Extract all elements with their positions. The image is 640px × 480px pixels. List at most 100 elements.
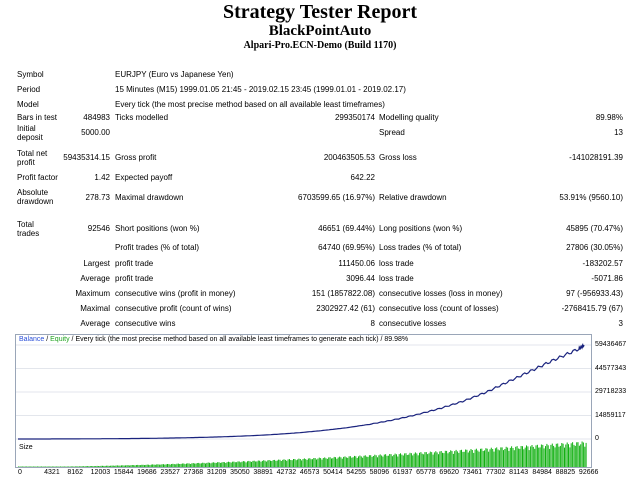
size-bar xyxy=(368,455,370,467)
size-bar xyxy=(58,466,60,467)
size-bar xyxy=(60,466,61,467)
size-bar xyxy=(410,453,412,467)
size-bar xyxy=(478,451,480,467)
size-bar xyxy=(406,455,408,467)
x-tick-label: 88825 xyxy=(555,469,576,476)
size-bar xyxy=(154,464,156,467)
size-label: Size xyxy=(19,444,33,451)
size-bar xyxy=(367,456,369,467)
size-bar xyxy=(191,463,193,467)
size-bar xyxy=(538,447,540,467)
size-bar xyxy=(46,466,48,467)
size-bar xyxy=(438,454,439,467)
size-bar xyxy=(108,465,110,467)
size-bar xyxy=(165,464,167,467)
avg-losses-label: consecutive losses xyxy=(379,319,447,328)
size-bar xyxy=(409,452,411,467)
size-bar xyxy=(439,451,441,467)
size-bar xyxy=(131,465,133,467)
size-bar xyxy=(65,466,67,467)
size-bar xyxy=(161,464,163,467)
size-bar xyxy=(482,451,484,467)
size-bar xyxy=(503,450,504,467)
legend-sep: / xyxy=(44,336,51,343)
size-bar xyxy=(198,462,200,467)
size-bar xyxy=(378,455,380,467)
x-tick-label: 31209 xyxy=(206,469,227,476)
size-bar xyxy=(135,465,137,467)
size-bar xyxy=(551,443,553,467)
size-bar xyxy=(225,463,227,467)
size-bar xyxy=(370,455,372,467)
size-bar xyxy=(103,465,105,467)
size-bar xyxy=(329,457,331,467)
size-bar xyxy=(372,456,374,467)
size-bar xyxy=(236,462,238,467)
size-bar xyxy=(47,466,49,467)
spread-value: 13 xyxy=(614,128,623,137)
size-bar xyxy=(446,450,448,467)
size-bar xyxy=(471,450,473,467)
largest-label: Largest xyxy=(83,259,110,268)
size-bar xyxy=(473,452,475,467)
largest-profit-label: profit trade xyxy=(115,259,154,268)
size-bar xyxy=(92,466,94,467)
avg-profit-label: profit trade xyxy=(115,274,154,283)
grossloss-label: Gross loss xyxy=(379,153,417,162)
size-bar xyxy=(340,457,342,467)
x-tick-label: 65778 xyxy=(416,469,436,476)
size-bar xyxy=(34,466,36,467)
size-bar xyxy=(420,452,422,467)
size-bar xyxy=(175,464,177,467)
size-bar xyxy=(539,447,541,467)
x-tick-label: 92666 xyxy=(578,469,599,476)
size-bar xyxy=(359,455,361,467)
size-bar xyxy=(423,454,425,467)
symbol-value: EURJPY (Euro vs Japanese Yen) xyxy=(115,70,234,79)
size-bar xyxy=(153,464,155,467)
size-bar xyxy=(569,447,571,467)
size-bar xyxy=(138,465,140,467)
bars-label: Bars in test xyxy=(17,113,58,122)
size-bar xyxy=(383,454,385,467)
size-bar xyxy=(469,450,471,467)
y-tick-label: 59436467 xyxy=(595,341,627,348)
trades-label: Total trades xyxy=(17,220,40,238)
size-bar xyxy=(43,466,45,467)
size-bar xyxy=(240,462,242,467)
size-bar xyxy=(412,455,414,467)
size-bar xyxy=(253,460,255,467)
size-bar xyxy=(559,445,561,467)
size-bar xyxy=(520,446,522,467)
size-bar xyxy=(257,460,259,467)
deposit-label: Initial deposit xyxy=(17,124,43,142)
x-tick-label: 50414 xyxy=(323,469,343,476)
size-bar xyxy=(276,460,278,467)
x-tick-label: 35050 xyxy=(230,469,250,476)
maximum-label: Maximum xyxy=(75,289,110,298)
maxdd-value: 6703599.65 (16.97%) xyxy=(298,193,375,202)
size-bar xyxy=(299,459,301,467)
legend-equity: Equity xyxy=(50,336,70,343)
size-bar xyxy=(436,452,438,467)
size-bar xyxy=(37,466,38,467)
size-bar xyxy=(55,466,57,467)
size-bar xyxy=(452,453,454,467)
size-bar xyxy=(126,465,128,467)
size-bar xyxy=(444,450,446,467)
size-bar xyxy=(209,462,210,467)
size-bar xyxy=(524,447,526,467)
size-bar xyxy=(386,455,388,467)
size-bar xyxy=(336,458,338,467)
size-bar xyxy=(553,445,555,467)
size-bar xyxy=(89,466,91,467)
size-bar xyxy=(523,449,525,467)
size-bar xyxy=(484,450,485,467)
size-bar xyxy=(429,451,431,467)
size-bar xyxy=(461,449,462,467)
size-bar xyxy=(463,451,465,467)
size-bar xyxy=(404,453,406,467)
avg-losses-value: 3 xyxy=(618,319,623,328)
size-bar xyxy=(211,462,213,467)
avg-wins-label: consecutive wins xyxy=(115,319,176,328)
